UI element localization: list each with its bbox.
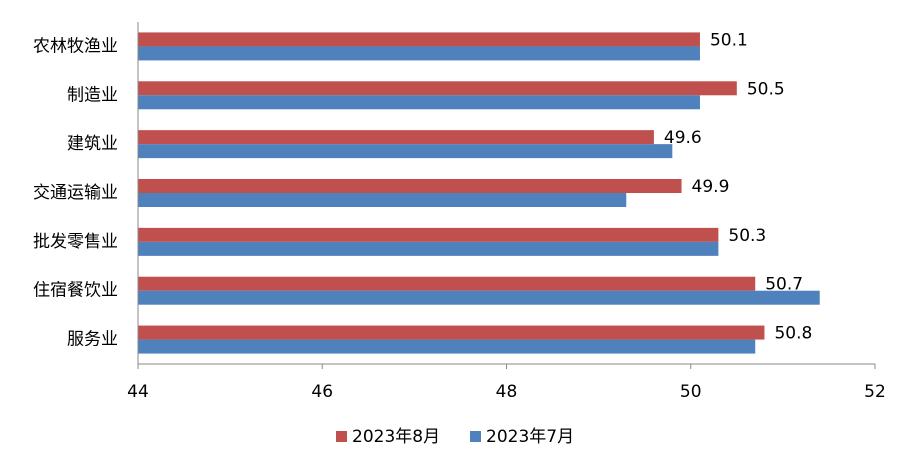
legend-swatch xyxy=(470,431,481,442)
y-tick-label: 建筑业 xyxy=(67,134,118,154)
y-tick-label: 批发零售业 xyxy=(33,232,118,252)
x-tick-label: 52 xyxy=(864,382,886,402)
bar xyxy=(138,81,737,96)
bar xyxy=(138,193,627,207)
data-label: 50.1 xyxy=(710,30,748,50)
bar xyxy=(138,339,756,354)
y-tick-label: 农林牧渔业 xyxy=(33,36,118,56)
bar xyxy=(138,130,654,145)
bar xyxy=(138,325,765,340)
x-tick-label: 48 xyxy=(496,382,518,402)
data-label: 49.9 xyxy=(692,177,730,197)
bar xyxy=(138,32,700,47)
data-label: 50.7 xyxy=(765,275,803,295)
bar xyxy=(138,179,682,193)
legend-label: 2023年7月 xyxy=(486,427,574,447)
y-tick-label: 交通运输业 xyxy=(33,183,118,203)
y-tick-label: 服务业 xyxy=(67,330,118,350)
x-tick-label: 50 xyxy=(680,382,702,402)
data-label: 50.8 xyxy=(774,324,812,344)
bar xyxy=(138,46,700,61)
x-tick-label: 44 xyxy=(127,382,149,402)
y-tick-label: 住宿餐饮业 xyxy=(33,281,118,301)
legend-swatch xyxy=(336,431,347,442)
bar xyxy=(138,144,673,159)
legend-label: 2023年8月 xyxy=(352,427,440,447)
bar xyxy=(138,227,719,242)
bar xyxy=(138,276,756,291)
data-label: 50.3 xyxy=(728,226,766,246)
data-label: 49.6 xyxy=(664,128,702,148)
data-label: 50.5 xyxy=(747,79,785,99)
x-tick-label: 46 xyxy=(311,382,333,402)
y-tick-label: 制造业 xyxy=(67,85,118,105)
bar xyxy=(138,290,820,305)
bar xyxy=(138,241,719,256)
bar xyxy=(138,95,700,110)
